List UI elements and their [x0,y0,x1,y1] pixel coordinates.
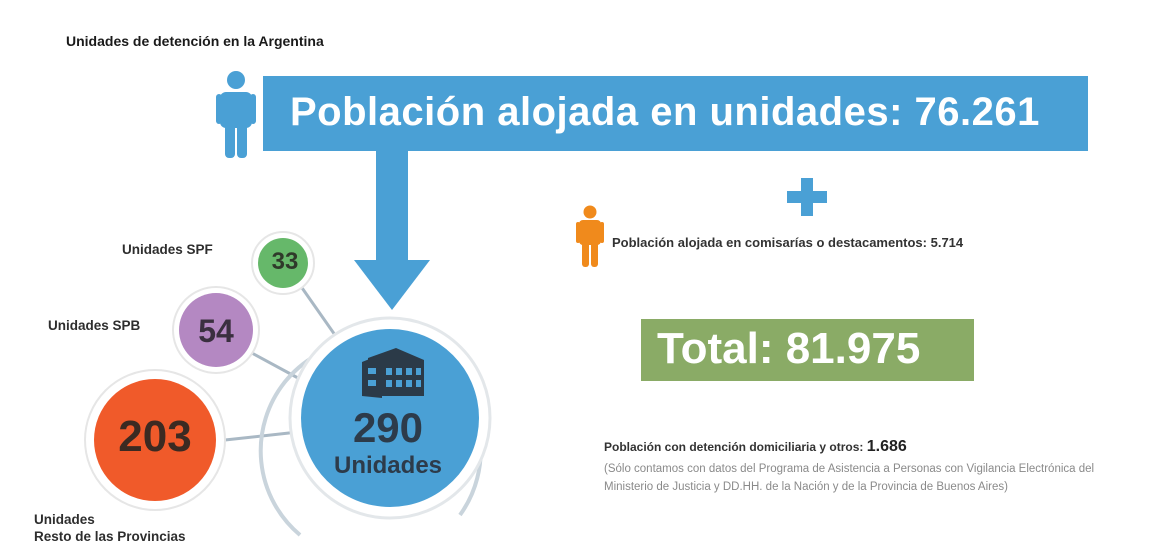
total-box [641,319,974,381]
rest-value: 203 [118,412,192,461]
down-arrow-icon [354,150,430,310]
domiciliaria-value: 1.686 [866,438,907,455]
person-icon-orange [576,205,604,267]
spb-label: Unidades SPB [48,318,141,333]
domiciliaria-label: Población con detención domiciliaria y o… [604,440,867,454]
spf-value: 33 [271,248,299,275]
spb-bubble [179,293,253,367]
building-icon [362,348,424,398]
total-units-value: 290 [352,404,424,451]
total-text: Total: 81.975 [657,324,921,373]
spf-bubble [258,238,308,288]
rest-bubble [94,379,216,501]
plus-icon [787,178,827,216]
spf-label: Unidades SPF [122,242,213,257]
connector-spf [298,284,337,336]
units-bubble-diagram [84,231,492,537]
rest-label: Unidades Resto de las Provincias [34,511,186,545]
rest-label-line2: Resto de las Provincias [34,529,186,544]
rest-label-line1: Unidades [34,512,95,527]
population-banner [263,76,1088,151]
comisarias-text: Población alojada en comisarías o destac… [612,235,964,250]
person-icon-blue [216,71,256,158]
total-bubble [301,329,479,507]
total-units-label: Unidades [333,452,443,479]
population-banner-text: Población alojada en unidades: 76.261 [290,90,1040,134]
spb-value: 54 [198,313,234,349]
domiciliaria-heading: Población con detención domiciliaria y o… [604,438,907,456]
page-title: Unidades de detención en la Argentina [66,33,324,49]
domiciliaria-note: (Sólo contamos con datos del Programa de… [604,463,1095,493]
